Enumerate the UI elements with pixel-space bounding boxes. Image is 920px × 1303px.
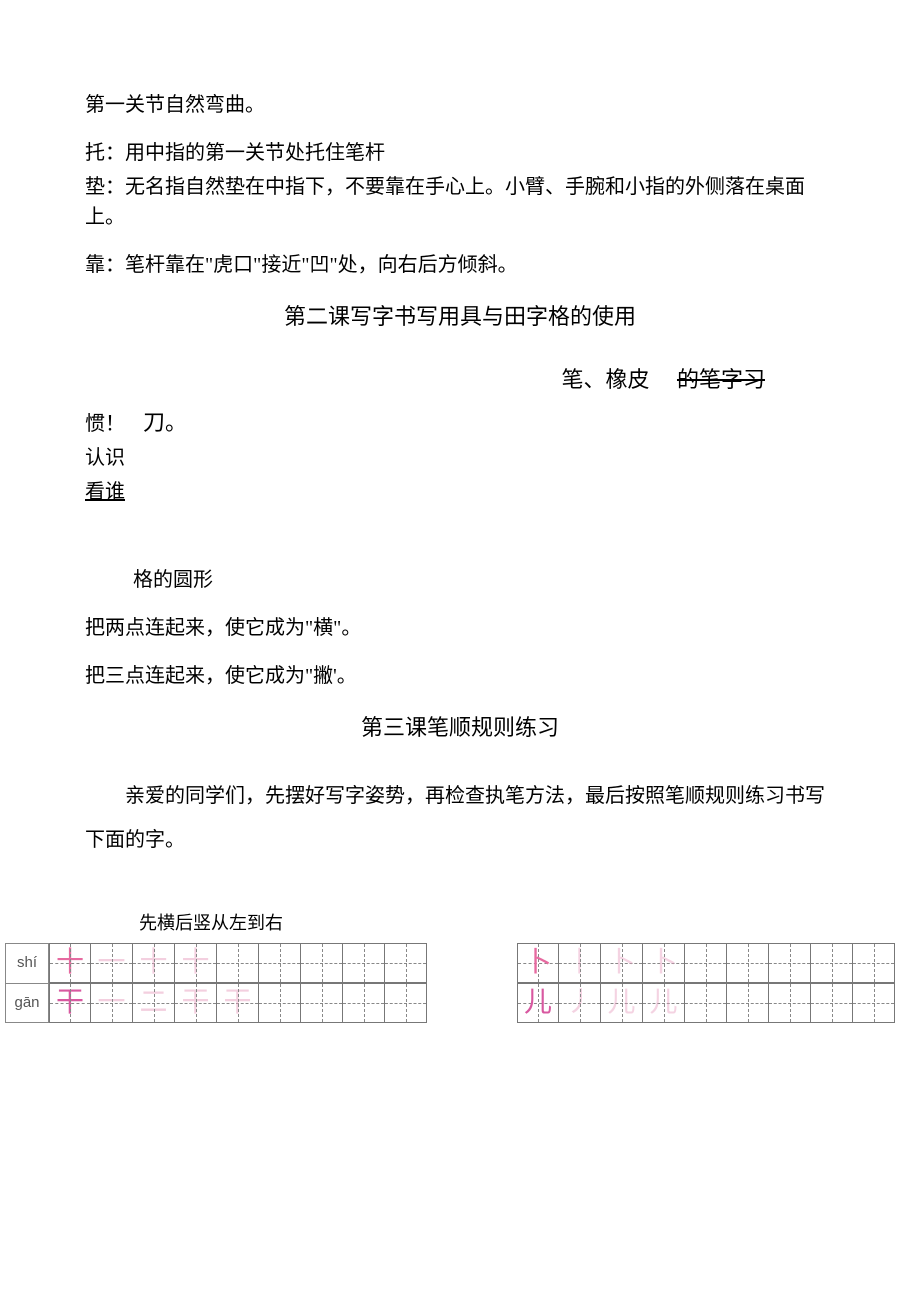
practice-glyph: 一 [91,984,132,1022]
tian-cell: 儿 [517,983,559,1023]
tian-cell: 卜 [643,943,685,983]
right-practice-sheet: 卜丨卜卜儿丿儿儿 [517,943,895,1023]
pinyin-label: shí [5,943,49,983]
frag-guan: 惯！ [85,409,125,439]
tian-cell [769,943,811,983]
practice-glyph: 丿 [559,984,600,1022]
practice-grids: shí十一十十gān干一二干干 卜丨卜卜儿丿儿儿 [0,943,920,1023]
paragraph-dian: 垫：无名指自然垫在中指下，不要靠在手心上。小臂、手腕和小指的外侧落在桌面上。 [85,172,835,232]
tian-cell: 一 [91,983,133,1023]
tian-cell [853,943,895,983]
cell-strip: 卜丨卜卜 [517,943,895,983]
pinyin-label: gān [5,983,49,1023]
tian-cell [217,943,259,983]
tian-cell [769,983,811,1023]
cell-strip: 十一十十 [49,943,427,983]
tian-cell [259,943,301,983]
tian-cell: 儿 [643,983,685,1023]
lesson3-title: 第三课笔顺规则练习 [85,711,835,744]
tian-cell: 干 [217,983,259,1023]
sheet-row: 卜丨卜卜 [517,943,895,983]
frag-kanshui: 看谁 [85,477,835,507]
lesson3-paragraph: 亲爱的同学们，先摆好写字姿势，再检查执笔方法，最后按照笔顺规则练习书写下面的字。 [85,774,835,862]
tian-cell [301,983,343,1023]
tian-cell [811,983,853,1023]
practice-glyph: 干 [175,984,216,1022]
circle-line: 格的圆形 [85,565,835,595]
left-grid-block: shí十一十十gān干一二干干 [5,943,427,1023]
left-practice-sheet: shí十一十十gān干一二干干 [5,943,427,1023]
paragraph-tuo: 托：用中指的第一关节处托住笔杆 [85,138,835,168]
paragraph-joint-bend: 第一关节自然弯曲。 [85,90,835,120]
tian-cell [685,983,727,1023]
tian-cell [385,983,427,1023]
tian-cell: 丨 [559,943,601,983]
frag-renshi: 认识 [85,443,835,473]
practice-glyph: 卜 [518,944,558,982]
tian-cell: 十 [175,943,217,983]
right-grid-block: 卜丨卜卜儿丿儿儿 [517,943,895,1023]
sheet-row: gān干一二干干 [5,983,427,1023]
tian-cell: 二 [133,983,175,1023]
tian-cell [811,943,853,983]
tian-cell [727,983,769,1023]
fragment-row-1: 惯！ 刀。 [85,406,835,439]
tian-cell [727,943,769,983]
tian-cell [301,943,343,983]
tian-cell [853,983,895,1023]
tian-cell: 干 [175,983,217,1023]
practice-glyph: 干 [217,984,258,1022]
practice-glyph: 一 [91,944,132,982]
practice-glyph: 十 [175,944,216,982]
cell-strip: 干一二干干 [49,983,427,1023]
stroke-rule-label: 先横后竖从左到右 [85,910,835,937]
tools-line: 笔、橡皮 的笔字习 [85,363,835,396]
pie-line: 把三点连起来，使它成为"撇'。 [85,661,835,691]
tian-cell: 干 [49,983,91,1023]
paragraph-kao: 靠：笔杆靠在"虎口"接近"凹"处，向右后方倾斜。 [85,250,835,280]
cell-strip: 儿丿儿儿 [517,983,895,1023]
practice-glyph: 二 [133,984,174,1022]
practice-glyph: 儿 [601,984,642,1022]
practice-glyph: 卜 [601,944,642,982]
sheet-row: 儿丿儿儿 [517,983,895,1023]
tian-cell: 儿 [601,983,643,1023]
tian-cell: 一 [91,943,133,983]
tian-cell: 卜 [517,943,559,983]
practice-glyph: 儿 [518,984,558,1022]
practice-glyph: 干 [50,984,90,1022]
document-page: 第一关节自然弯曲。 托：用中指的第一关节处托住笔杆 垫：无名指自然垫在中指下，不… [0,0,920,1083]
practice-glyph: 十 [50,944,90,982]
tian-cell [259,983,301,1023]
tian-cell [343,943,385,983]
sheet-row: shí十一十十 [5,943,427,983]
tian-cell: 卜 [601,943,643,983]
heng-line: 把两点连起来，使它成为"横"。 [85,613,835,643]
practice-glyph: 儿 [643,984,684,1022]
frag-dao: 刀。 [143,406,187,439]
tian-cell: 十 [49,943,91,983]
practice-glyph: 丨 [559,944,600,982]
strikethrough-text: 的笔字习 [677,367,765,392]
practice-glyph: 卜 [643,944,684,982]
tools-text: 笔、橡皮 [561,367,649,392]
tian-cell: 十 [133,943,175,983]
lesson2-title: 第二课写字书写用具与田字格的使用 [85,300,835,333]
tian-cell [385,943,427,983]
tian-cell [685,943,727,983]
tian-cell [343,983,385,1023]
tian-cell: 丿 [559,983,601,1023]
practice-glyph: 十 [133,944,174,982]
